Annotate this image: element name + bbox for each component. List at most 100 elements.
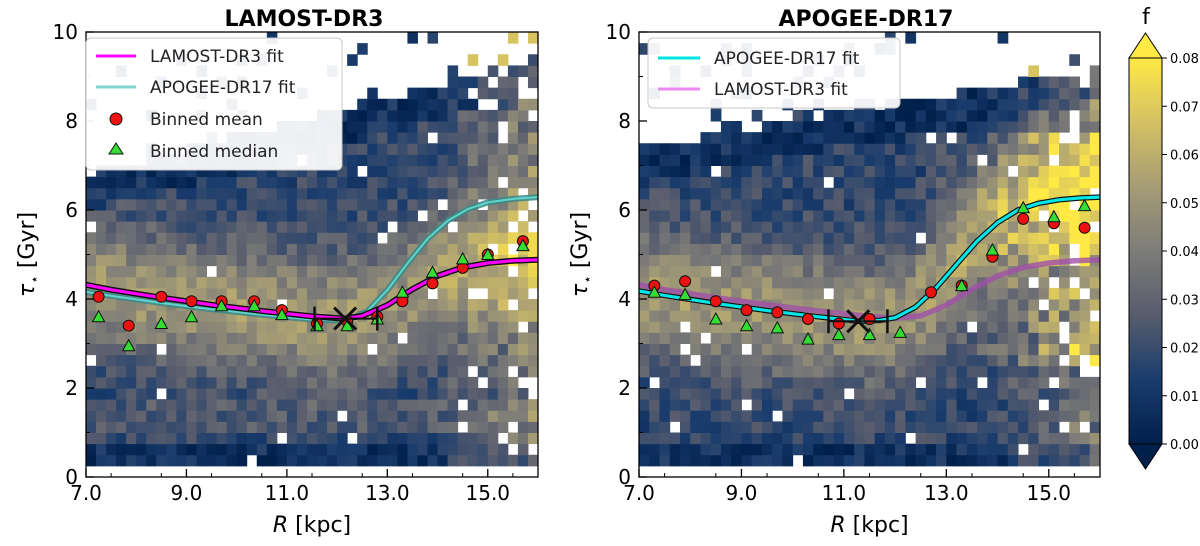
heatmap-cell <box>639 299 650 311</box>
heatmap-cell <box>782 388 794 400</box>
heatmap-cell <box>833 265 845 278</box>
heatmap-cell <box>792 343 804 356</box>
heatmap-cell <box>720 210 732 222</box>
heatmap-cell <box>497 443 509 456</box>
heatmap-cell <box>507 332 519 345</box>
heatmap-cell <box>905 354 917 367</box>
heatmap-cell <box>1069 232 1081 244</box>
heatmap-cell <box>813 421 824 434</box>
heatmap-cell <box>146 376 157 389</box>
heatmap-cell <box>731 276 742 289</box>
heatmap-cell <box>447 232 459 244</box>
heatmap-cell <box>1069 388 1081 400</box>
heatmap-cell <box>437 332 449 345</box>
heatmap-cell <box>833 421 845 434</box>
heatmap-cell <box>1079 443 1091 456</box>
heatmap-cell <box>276 176 288 189</box>
heatmap-cell <box>802 354 814 367</box>
heatmap-cell <box>905 187 917 200</box>
heatmap-cell <box>367 121 378 133</box>
heatmap-cell <box>772 143 783 155</box>
heatmap-cell <box>802 154 814 167</box>
heatmap-cell <box>337 187 348 200</box>
heatmap-cell <box>497 332 509 345</box>
heatmap-cell <box>337 276 348 289</box>
heatmap-cell <box>507 109 519 122</box>
heatmap-cell <box>761 421 773 434</box>
heatmap-cell <box>457 165 469 178</box>
heatmap-cell <box>226 254 238 267</box>
heatmap-cell <box>997 376 1009 389</box>
heatmap-cell <box>236 287 248 300</box>
heatmap-cell <box>1089 421 1101 434</box>
heatmap-cell <box>116 376 127 389</box>
heatmap-cell <box>216 198 228 211</box>
heatmap-cell <box>116 210 127 222</box>
heatmap-cell <box>427 365 439 378</box>
heatmap-cell <box>1059 299 1070 311</box>
heatmap-cell <box>710 221 722 233</box>
heatmap-cell <box>276 399 288 411</box>
heatmap-cell <box>306 443 318 456</box>
heatmap-cell <box>347 109 358 122</box>
heatmap-cell <box>497 232 509 244</box>
heatmap-cell <box>427 198 439 211</box>
heatmap-cell <box>720 287 732 300</box>
heatmap-cell <box>527 410 539 422</box>
heatmap-cell <box>905 198 917 211</box>
heatmap-cell <box>1038 454 1050 467</box>
heatmap-cell <box>427 154 439 167</box>
heatmap-cell <box>833 287 845 300</box>
heatmap-cell <box>397 321 408 333</box>
heatmap-cell <box>731 454 742 467</box>
heatmap-cell <box>347 276 358 289</box>
heatmap-cell <box>936 287 947 300</box>
heatmap-cell <box>497 354 509 367</box>
heatmap-cell <box>966 187 978 200</box>
heatmap-cell <box>246 265 258 278</box>
heatmap-cell <box>782 276 794 289</box>
heatmap-cell <box>700 399 712 411</box>
heatmap-cell <box>276 210 288 222</box>
heatmap-cell <box>1089 65 1101 78</box>
heatmap-cell <box>915 276 927 289</box>
heatmap-cell <box>843 254 855 267</box>
heatmap-cell <box>467 121 479 133</box>
heatmap-cell <box>720 454 732 467</box>
heatmap-cell <box>487 399 499 411</box>
heatmap-cell <box>447 388 459 400</box>
binned-mean-point <box>709 295 722 308</box>
heatmap-cell <box>196 221 208 233</box>
heatmap-cell <box>731 354 742 367</box>
heatmap-cell <box>925 388 937 400</box>
heatmap-cell <box>507 432 519 445</box>
heatmap-cell <box>977 299 988 311</box>
heatmap-cell <box>987 154 999 167</box>
heatmap-cell <box>854 343 865 356</box>
heatmap-cell <box>377 187 388 200</box>
heatmap-cell <box>146 243 157 256</box>
heatmap-cell <box>649 210 660 222</box>
heatmap-cell <box>176 376 187 389</box>
heatmap-cell <box>905 210 917 222</box>
heatmap-cell <box>1059 221 1070 233</box>
heatmap-cell <box>216 287 228 300</box>
heatmap-cell <box>1089 299 1101 311</box>
heatmap-cell <box>915 454 927 467</box>
heatmap-cell <box>116 243 127 256</box>
heatmap-cell <box>286 165 298 178</box>
heatmap-cell <box>720 176 732 189</box>
heatmap-cell <box>751 221 763 233</box>
heatmap-cell <box>710 254 722 267</box>
heatmap-cell <box>905 176 917 189</box>
heatmap-cell <box>1079 432 1091 445</box>
heatmap-cell <box>977 432 988 445</box>
heatmap-cell <box>710 376 722 389</box>
heatmap-cell <box>407 154 418 167</box>
heatmap-cell <box>507 232 519 244</box>
heatmap-cell <box>166 265 177 278</box>
heatmap-cell <box>813 432 824 445</box>
heatmap-cell <box>741 287 753 300</box>
heatmap-cell <box>843 332 855 345</box>
heatmap-cell <box>772 343 783 356</box>
